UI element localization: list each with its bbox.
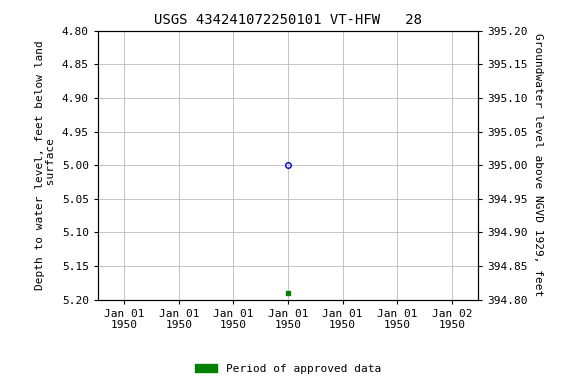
Y-axis label: Groundwater level above NGVD 1929, feet: Groundwater level above NGVD 1929, feet: [533, 33, 543, 297]
Y-axis label: Depth to water level, feet below land
 surface: Depth to water level, feet below land su…: [35, 40, 56, 290]
Legend: Period of approved data: Period of approved data: [191, 359, 385, 379]
Title: USGS 434241072250101 VT-HFW   28: USGS 434241072250101 VT-HFW 28: [154, 13, 422, 27]
